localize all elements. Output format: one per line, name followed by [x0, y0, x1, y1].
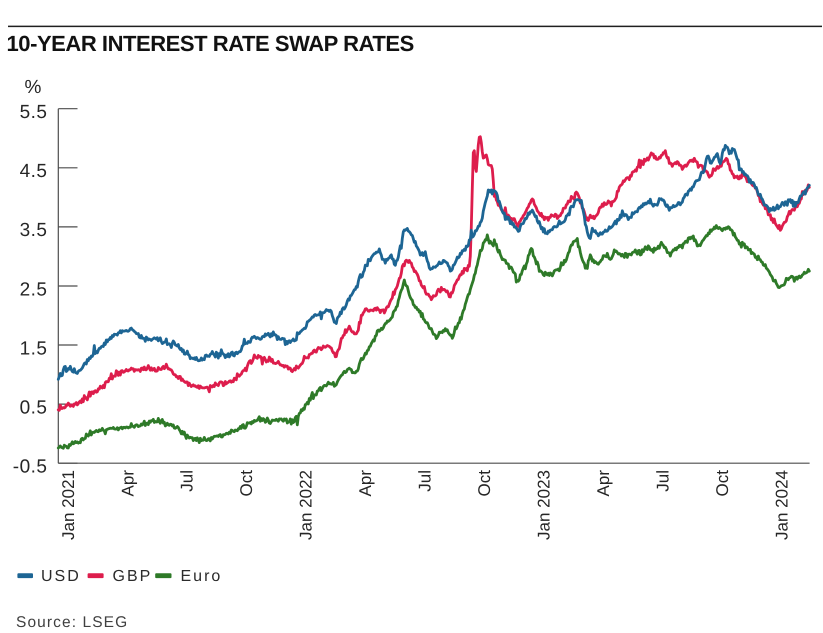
svg-text:Source: LSEG: Source: LSEG	[16, 614, 128, 631]
svg-text:Jul: Jul	[178, 470, 197, 492]
svg-text:10-YEAR INTEREST RATE SWAP RAT: 10-YEAR INTEREST RATE SWAP RATES	[7, 31, 414, 56]
svg-text:Euro: Euro	[181, 568, 223, 585]
svg-text:2.5: 2.5	[20, 279, 48, 300]
svg-text:Oct: Oct	[713, 470, 732, 497]
svg-text:-0.5: -0.5	[13, 457, 48, 478]
svg-text:0.5: 0.5	[20, 397, 48, 418]
svg-text:Apr: Apr	[118, 470, 137, 497]
svg-text:4.5: 4.5	[20, 161, 48, 182]
svg-text:Oct: Oct	[237, 470, 256, 497]
svg-text:5.5: 5.5	[20, 102, 48, 123]
svg-text:Jul: Jul	[653, 470, 672, 492]
svg-text:Jan 2023: Jan 2023	[535, 470, 554, 540]
svg-text:Oct: Oct	[475, 470, 494, 497]
svg-text:GBP: GBP	[113, 568, 153, 585]
svg-text:Jan 2022: Jan 2022	[297, 470, 316, 540]
svg-text:Apr: Apr	[356, 470, 375, 497]
svg-text:Jul: Jul	[416, 470, 435, 492]
svg-text:Jan 2021: Jan 2021	[59, 470, 78, 540]
svg-text:1.5: 1.5	[20, 338, 48, 359]
svg-text:USD: USD	[41, 568, 81, 585]
svg-text:3.5: 3.5	[20, 220, 48, 241]
svg-text:%: %	[25, 77, 42, 98]
svg-text:Apr: Apr	[594, 470, 613, 497]
svg-text:Jan 2024: Jan 2024	[772, 470, 791, 540]
